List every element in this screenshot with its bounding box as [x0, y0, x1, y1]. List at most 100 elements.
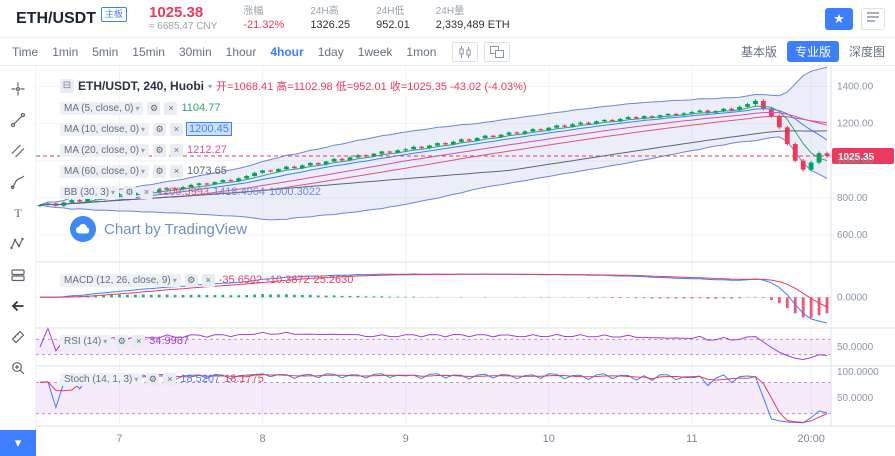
symbol-title: ETH/USDT	[16, 9, 96, 27]
close-icon[interactable]: ×	[132, 334, 146, 348]
chevron-down-icon[interactable]: ▾	[208, 81, 213, 91]
close-icon[interactable]: ×	[163, 372, 177, 386]
gear-icon[interactable]: ⚙	[123, 185, 137, 199]
gear-icon[interactable]: ⚙	[153, 143, 167, 157]
view-tab-基本版[interactable]: 基本版	[740, 45, 777, 59]
symbol-block: ETH/USDT 主板	[16, 0, 128, 38]
interval-tab-30min[interactable]: 30min	[178, 44, 212, 59]
interval-tab-1day[interactable]: 1day	[317, 44, 344, 59]
macd-label[interactable]: MACD (12, 26, close, 9) ▾	[60, 273, 181, 287]
close-icon[interactable]: ×	[170, 122, 184, 136]
svg-text:10: 10	[543, 433, 555, 445]
view-tabs: 基本版 专业版 深度图	[741, 41, 885, 62]
gear-icon[interactable]: ⚙	[153, 122, 167, 136]
gear-icon[interactable]: ⚙	[115, 334, 129, 348]
rsi-value: 34.9987	[149, 335, 190, 347]
ma5-label[interactable]: MA (5, close, 0) ▾	[60, 101, 144, 115]
bb-legend: BB (30, 3) ▾ ⚙ × 1209.3993 1418.4964 1000…	[60, 184, 321, 200]
favorite-star-button[interactable]: ★	[825, 7, 853, 30]
view-tab-深度图[interactable]: 深度图	[848, 45, 885, 59]
measure-icon[interactable]	[4, 323, 32, 351]
chevron-down-icon: ▾	[134, 374, 139, 384]
svg-text:1025.35: 1025.35	[838, 152, 875, 163]
close-icon[interactable]: ×	[201, 273, 215, 287]
panel-layout-button[interactable]	[861, 7, 885, 30]
grid-lines	[36, 66, 831, 426]
ma10-legend: MA (10, close, 0) ▾ ⚙ × 1200.45	[60, 121, 232, 137]
ma60-label[interactable]: MA (60, close, 0) ▾	[60, 164, 150, 178]
gear-icon[interactable]: ⚙	[153, 164, 167, 178]
ma20-label-text: MA (20, close, 0)	[64, 144, 140, 156]
stat-2: 24H低 952.01	[376, 5, 410, 32]
text-tool-icon[interactable]: T	[4, 199, 32, 227]
collapse-toolbar-button[interactable]: ▾	[0, 430, 36, 456]
stat-value: 1326.25	[310, 19, 351, 31]
parallel-channel-icon[interactable]	[4, 137, 32, 165]
stat-3: 24H量 2,339,489 ETH	[436, 5, 510, 32]
indicator-overlay-icon[interactable]	[484, 41, 511, 62]
ma10-value: 1200.45	[186, 122, 232, 136]
interval-tab-15min[interactable]: 15min	[132, 44, 165, 59]
ma10-label-text: MA (10, close, 0)	[64, 123, 140, 135]
time-axis[interactable]: 7 8 9 10 11 20:00	[116, 433, 824, 445]
chart-title: ETH/USDT, 240, Huobi	[78, 79, 205, 93]
rsi-label[interactable]: RSI (14) ▾	[60, 334, 112, 348]
view-tab-专业版[interactable]: 专业版	[786, 41, 839, 62]
drawing-toolbar: T ▾	[0, 66, 36, 456]
close-icon[interactable]: ×	[170, 164, 184, 178]
interval-tab-5min[interactable]: 5min	[92, 44, 119, 59]
interval-tab-1hour[interactable]: 1hour	[225, 44, 257, 59]
gear-icon[interactable]: ⚙	[147, 101, 161, 115]
forecast-icon[interactable]	[4, 261, 32, 289]
stoch-label-text: Stoch (14, 1, 3)	[64, 373, 133, 385]
stoch-k-value: 18.5207	[180, 373, 221, 385]
back-arrow-icon[interactable]	[4, 292, 32, 320]
svg-text:50.0000: 50.0000	[837, 393, 874, 404]
interval-tab-1min[interactable]: 1min	[52, 44, 79, 59]
close-icon[interactable]: ×	[170, 143, 184, 157]
svg-text:100.0000: 100.0000	[837, 367, 879, 378]
brush-icon[interactable]	[4, 168, 32, 196]
svg-text:600.00: 600.00	[837, 230, 868, 241]
interval-tab-4hour[interactable]: 4hour	[270, 44, 304, 59]
stat-0: 涨幅 -21.32%	[243, 5, 284, 32]
gear-icon[interactable]: ⚙	[146, 372, 160, 386]
trend-line-icon[interactable]	[4, 106, 32, 134]
xabcd-pattern-icon[interactable]	[4, 230, 32, 258]
rsi-legend: RSI (14) ▾ ⚙ × 34.9987	[60, 333, 189, 349]
panel-separators	[36, 66, 895, 427]
ma20-legend: MA (20, close, 0) ▾ ⚙ × 1212.27	[60, 142, 227, 158]
price-axis: 1400.00 1200.00 1000.00 800.00 600.00	[837, 81, 874, 241]
candlestick-style-icon[interactable]	[452, 41, 479, 62]
interval-tab-Time[interactable]: Time	[12, 44, 39, 59]
svg-text:20:00: 20:00	[797, 433, 825, 445]
close-icon[interactable]: ×	[164, 101, 178, 115]
chart-canvas[interactable]: 1025.35 1400.00 1200.00 1000.00 800.00 600.00…	[36, 66, 895, 456]
svg-text:7: 7	[116, 433, 122, 445]
bb-label-text: BB (30, 3)	[64, 186, 110, 198]
svg-text:8: 8	[260, 433, 266, 445]
gear-icon[interactable]: ⚙	[184, 273, 198, 287]
price-block: 1025.38 ≈ 6685.47 CNY	[149, 4, 217, 33]
tradingview-watermark: Chart by TradingView	[70, 216, 247, 242]
ohlc-readout: 开=1068.41 高=1102.98 低=952.01 收=1025.35 -…	[216, 81, 527, 93]
chevron-down-icon: ▾	[141, 166, 146, 176]
header: ETH/USDT 主板 1025.38 ≈ 6685.47 CNY 涨幅 -21…	[0, 0, 895, 38]
ma5-line	[39, 105, 828, 206]
bb-upper-value: 1418.4964	[213, 186, 266, 198]
ma20-label[interactable]: MA (20, close, 0) ▾	[60, 143, 150, 157]
collapse-legend-icon[interactable]: ⊟	[60, 79, 74, 93]
bb-label[interactable]: BB (30, 3) ▾	[60, 185, 120, 199]
crosshair-icon[interactable]	[4, 75, 32, 103]
zoom-in-icon[interactable]	[4, 354, 32, 382]
svg-text:1400.00: 1400.00	[837, 81, 874, 92]
ma10-line	[39, 108, 828, 206]
stoch-label[interactable]: Stoch (14, 1, 3) ▾	[60, 372, 143, 386]
tradingview-cloud-icon	[70, 216, 96, 242]
close-icon[interactable]: ×	[140, 185, 154, 199]
interval-tab-1week[interactable]: 1week	[357, 44, 393, 59]
macd-hist-value: 25.2630	[313, 274, 354, 286]
interval-tab-1mon[interactable]: 1mon	[406, 44, 437, 59]
ma10-label[interactable]: MA (10, close, 0) ▾	[60, 122, 150, 136]
